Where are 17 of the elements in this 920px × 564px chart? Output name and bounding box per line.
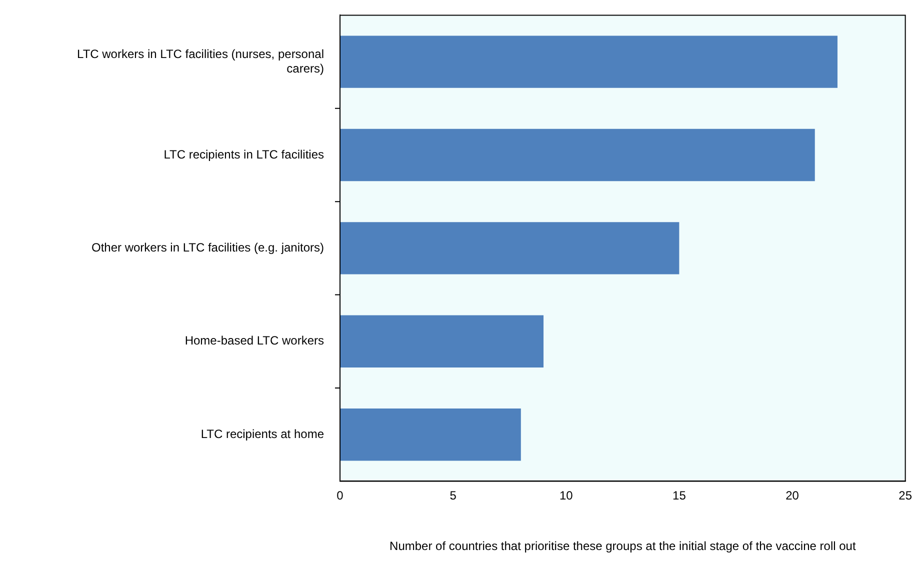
x-tick-label: 15 (672, 488, 686, 503)
y-tick-label: LTC recipients in LTC facilities (164, 147, 324, 162)
x-tick-label: 10 (559, 488, 574, 503)
bar (340, 36, 838, 88)
bar (340, 315, 544, 368)
x-tick-label: 20 (786, 488, 800, 503)
y-tick-label: LTC recipients at home (200, 426, 324, 441)
y-tick-label: LTC workers in LTC facilities (nurses, personal carers) (77, 46, 324, 76)
bar (340, 222, 680, 274)
x-tick-label: 25 (898, 488, 912, 503)
x-tick-label: 0 (336, 488, 344, 503)
x-tick-label: 5 (450, 488, 457, 503)
y-tick-label: Other workers in LTC facilities (e.g. janitors) (91, 240, 324, 255)
y-tick-label: Home-based LTC workers (184, 334, 324, 348)
bar (340, 408, 521, 461)
x-axis-title: Number of countries that prioritise these groups at the initial stage of the vaccine roll out (390, 539, 856, 554)
bar (340, 128, 815, 182)
